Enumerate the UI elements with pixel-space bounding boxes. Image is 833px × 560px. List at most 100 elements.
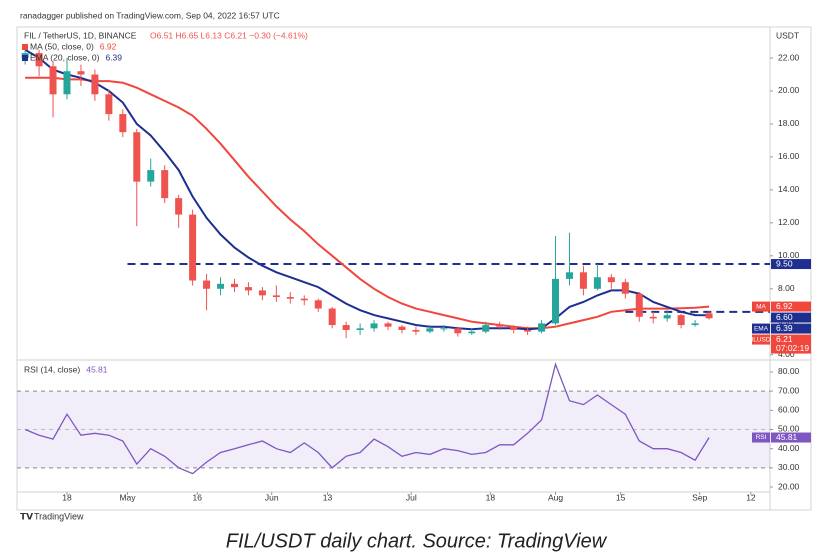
ma-line bbox=[25, 76, 710, 330]
currency: USDT bbox=[776, 30, 799, 40]
caption: FIL/USDT daily chart. Source: TradingVie… bbox=[226, 530, 608, 552]
badge-tag: MA bbox=[756, 303, 766, 310]
x-tick-label: 12 bbox=[746, 492, 756, 502]
candle-body bbox=[565, 272, 573, 279]
x-tick-label: 16 bbox=[193, 492, 203, 502]
rsi-tick-label: 50.00 bbox=[778, 424, 800, 434]
ma-line bbox=[24, 48, 710, 331]
rsi-badge-tag: RSI bbox=[756, 434, 767, 441]
candle-body bbox=[91, 74, 99, 95]
badge-bg bbox=[771, 259, 811, 270]
legend-label: EMA (20, close, 0) bbox=[30, 52, 100, 62]
y-tick-label: 12.00 bbox=[778, 217, 800, 227]
badge-tag: EMA bbox=[754, 325, 769, 332]
legend-swatch bbox=[22, 44, 28, 50]
rsi-line bbox=[24, 362, 710, 475]
candle-body bbox=[203, 280, 211, 289]
candle-body bbox=[147, 170, 155, 182]
badge-countdown: 07:02:19 bbox=[776, 343, 809, 353]
rsi-tick-label: 60.00 bbox=[778, 405, 800, 415]
candle-body bbox=[35, 53, 43, 67]
candle-body bbox=[258, 290, 266, 296]
rsi-legend-value: 45.81 bbox=[86, 364, 108, 374]
candle-body bbox=[230, 283, 238, 288]
candle-body bbox=[496, 325, 504, 327]
candle-body bbox=[300, 298, 308, 301]
candle-body bbox=[119, 114, 127, 133]
badge-bg bbox=[771, 301, 811, 312]
badge-tag-bg bbox=[752, 301, 770, 312]
candle-body bbox=[189, 214, 197, 281]
candle-body bbox=[649, 316, 657, 319]
y-tick-label: 8.00 bbox=[778, 283, 795, 293]
ohlc: O6.51 H6.65 L6.13 C6.21 −0.30 (−4.61%) bbox=[150, 30, 308, 40]
rsi-tick-label: 70.00 bbox=[778, 385, 800, 395]
candle-body bbox=[412, 329, 420, 332]
badge-bg bbox=[771, 334, 811, 354]
candle-body bbox=[175, 198, 183, 215]
y-tick-label: 18.00 bbox=[778, 118, 800, 128]
badge-label: 6.21 bbox=[776, 334, 793, 344]
candle-body bbox=[440, 328, 448, 330]
rsi-tick-label: 20.00 bbox=[778, 481, 800, 491]
legend-label: MA (50, close, 0) bbox=[30, 41, 94, 51]
publisher: ranadagger published on TradingView.com,… bbox=[20, 10, 280, 20]
badge-label: 6.60 bbox=[776, 312, 793, 322]
candle-body bbox=[593, 277, 601, 289]
badge-bg bbox=[771, 312, 811, 323]
candle-body bbox=[579, 272, 587, 289]
candle-body bbox=[244, 287, 252, 291]
badge-tag-bg bbox=[752, 334, 770, 345]
candle-body bbox=[356, 328, 364, 330]
candle-body bbox=[468, 331, 476, 334]
candle-body bbox=[691, 323, 699, 326]
candle-body bbox=[49, 66, 57, 95]
legend-swatch bbox=[22, 55, 28, 61]
badge-tag: FILUSDT bbox=[747, 336, 774, 343]
candle-body bbox=[217, 283, 225, 289]
candle-body bbox=[663, 315, 671, 319]
candle-body bbox=[510, 326, 518, 330]
candle-body bbox=[454, 328, 462, 334]
badge-bg bbox=[771, 323, 811, 334]
x-tick-label: Aug bbox=[548, 492, 563, 502]
candle-body bbox=[342, 325, 350, 330]
x-tick-label: May bbox=[119, 492, 136, 502]
x-tick-label: 13 bbox=[323, 492, 333, 502]
candle-body bbox=[524, 329, 532, 332]
candle-body bbox=[621, 282, 629, 294]
y-tick-label: 22.00 bbox=[778, 52, 800, 62]
rsi-badge-tag-bg bbox=[752, 432, 770, 443]
candle-body bbox=[552, 278, 560, 324]
rsi-badge-bg bbox=[771, 432, 811, 443]
candle-body bbox=[607, 277, 615, 283]
y-tick-label: 10.00 bbox=[778, 250, 800, 260]
candle-body bbox=[635, 293, 643, 317]
y-tick-label: 14.00 bbox=[778, 184, 800, 194]
candle-body bbox=[482, 325, 490, 332]
y-tick-label: 20.00 bbox=[778, 85, 800, 95]
logo: TradingView bbox=[34, 511, 84, 521]
x-tick-label: 15 bbox=[616, 492, 626, 502]
badge-label: 6.92 bbox=[776, 301, 793, 311]
rsi-tick-label: 40.00 bbox=[778, 443, 800, 453]
candle-body bbox=[398, 326, 406, 330]
candle-body bbox=[314, 300, 322, 309]
y-tick-label: 4.00 bbox=[778, 349, 795, 359]
x-tick-label: Jul bbox=[406, 492, 417, 502]
legend-value: 6.92 bbox=[100, 41, 117, 51]
candle-body bbox=[63, 71, 71, 95]
x-tick-label: Sep bbox=[692, 492, 707, 502]
candle-body bbox=[384, 323, 392, 327]
candle-body bbox=[328, 308, 336, 326]
candle-body bbox=[77, 71, 85, 75]
rsi-tick-label: 30.00 bbox=[778, 462, 800, 472]
x-tick-label: 18 bbox=[62, 492, 72, 502]
logo-mark: 𝗧𝗩 bbox=[20, 511, 33, 521]
candle-body bbox=[370, 323, 378, 329]
badge-label: 6.39 bbox=[776, 323, 793, 333]
symbol: FIL / TetherUS, 1D, BINANCE bbox=[24, 30, 137, 40]
x-tick-label: 18 bbox=[486, 492, 496, 502]
rsi-legend-label: RSI (14, close) bbox=[24, 364, 80, 374]
